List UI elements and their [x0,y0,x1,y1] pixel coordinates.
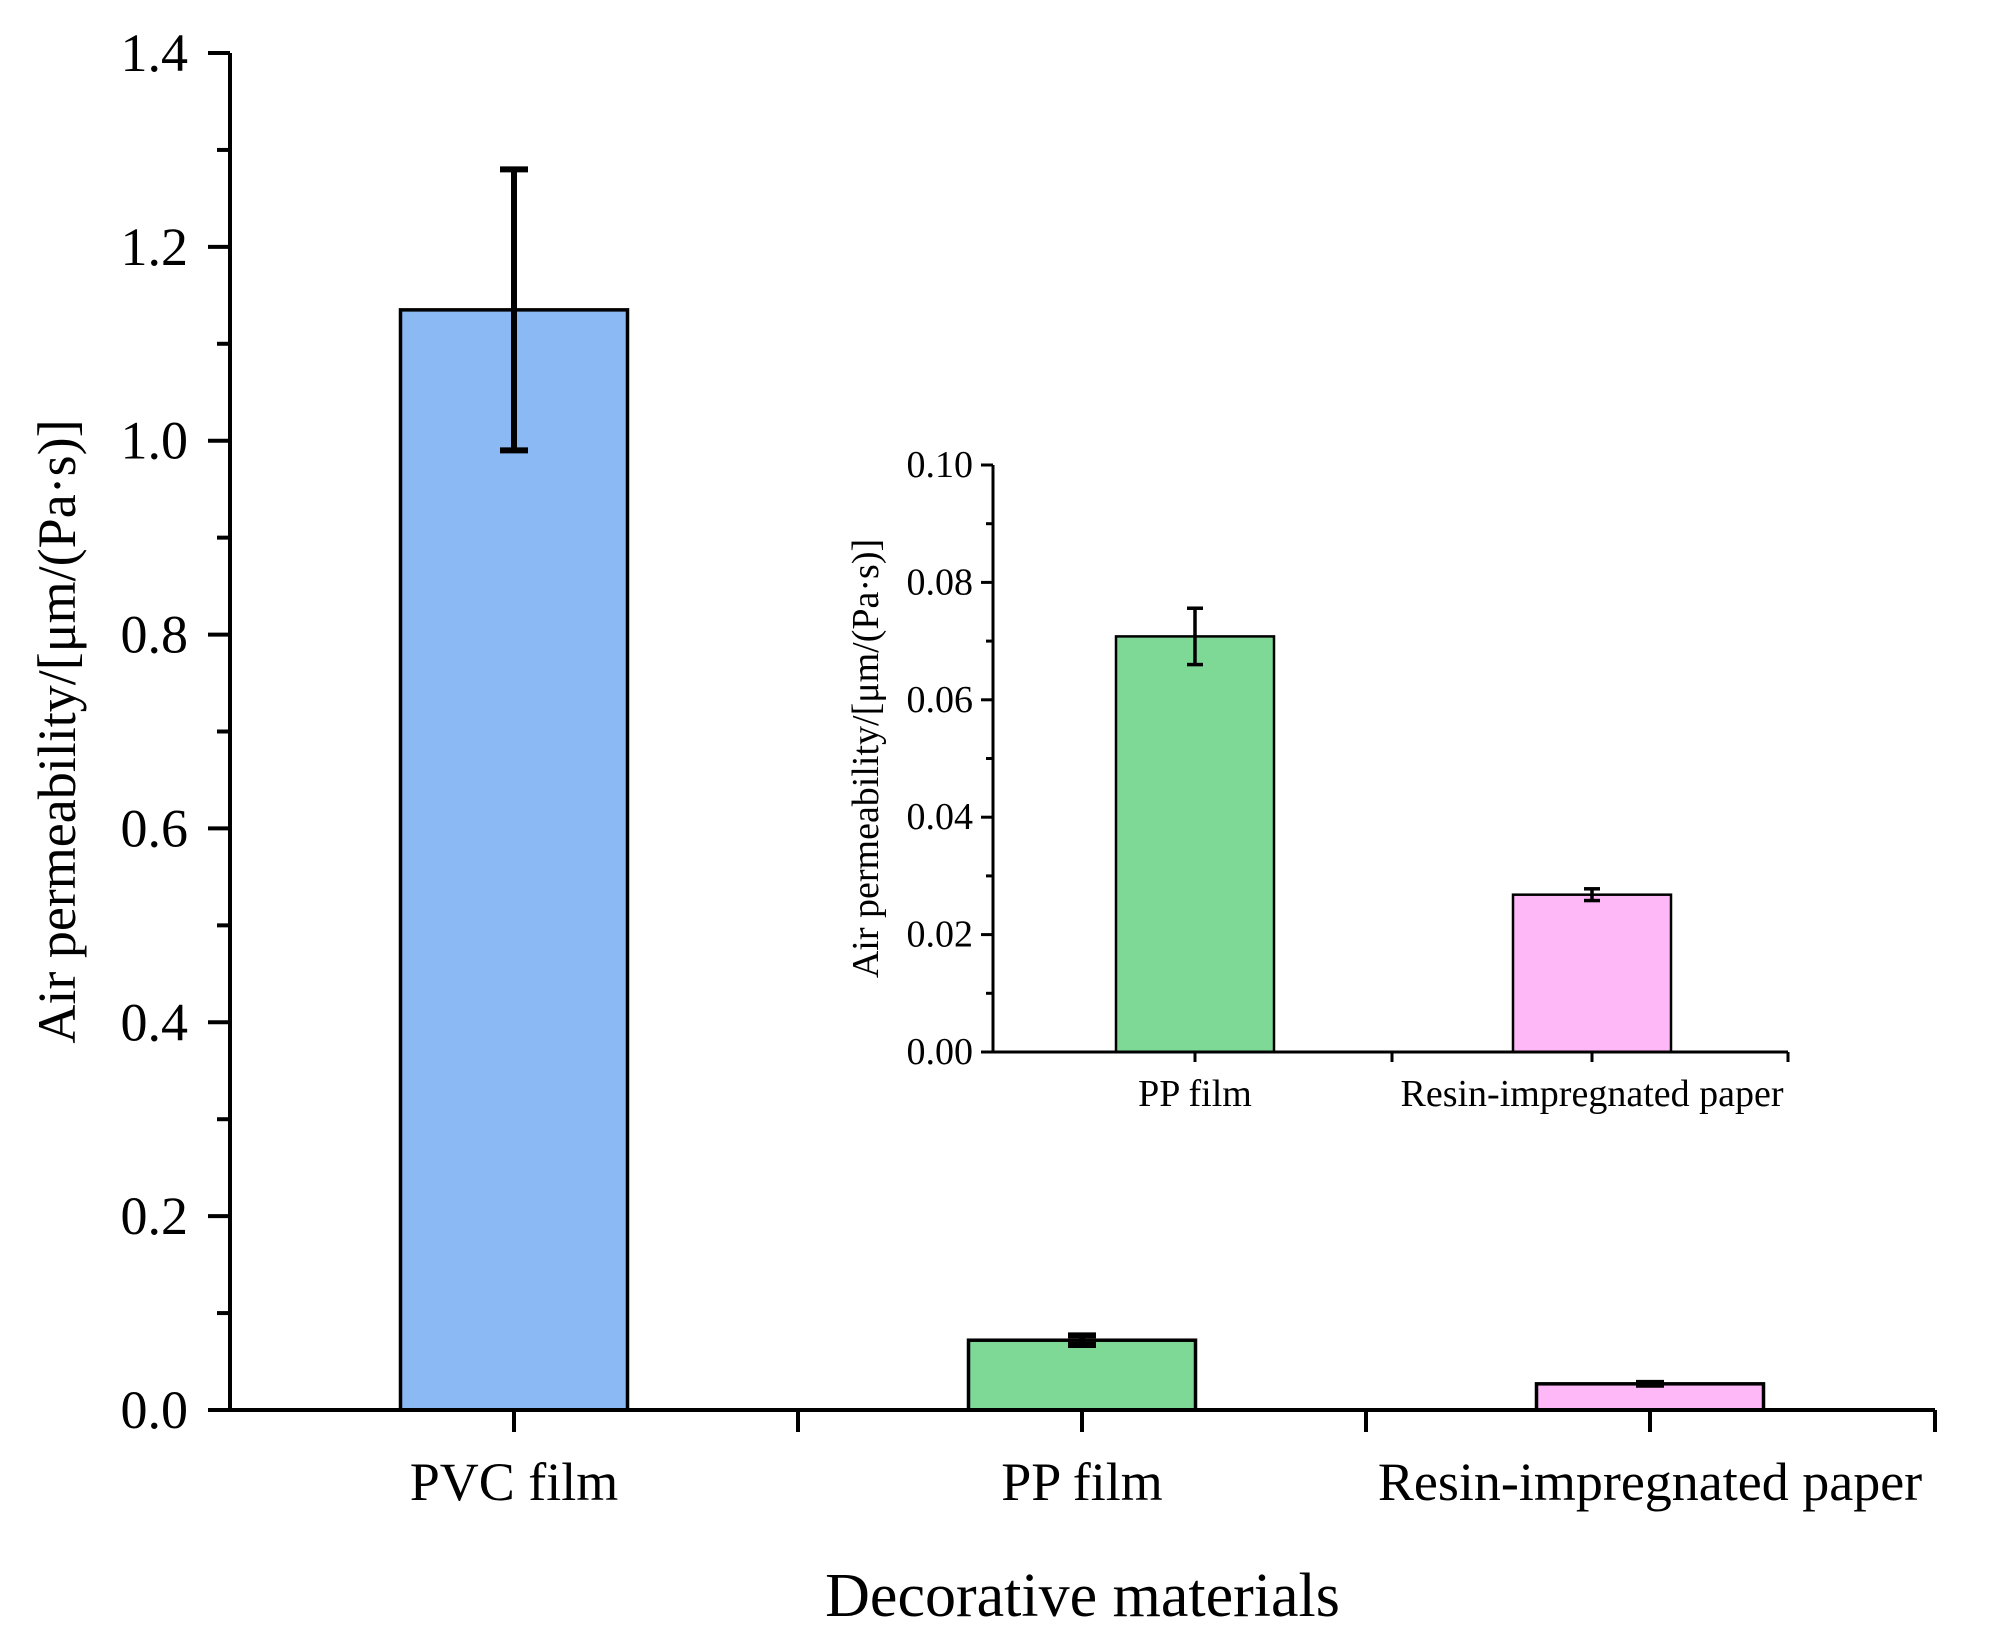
inset-x-tick-label: Resin-impregnated paper [1400,1073,1783,1115]
main-y-tick-label: 0.6 [121,798,189,858]
inset-y-tick-label: 0.00 [907,1031,974,1073]
inset-y-axis-title: Air permeability/[μm/(Pa·s)] [845,539,887,978]
inset-error-bar-2 [1584,887,1600,903]
main-error-bar-2 [1068,1332,1096,1349]
inset-error-bar-1 [1187,606,1203,667]
main-y-tick-label: 1.4 [121,23,189,83]
inset-bar-2 [1511,893,1673,1054]
main-y-tick-label: 1.2 [121,217,189,277]
inset-y-tick-label: 0.10 [907,444,974,486]
main-y-tick-label: 0.2 [121,1186,189,1246]
main-y-tick-label: 1.0 [121,411,189,471]
main-x-axis-title: Decorative materials [825,1562,1340,1630]
main-error-bar-1 [500,166,528,454]
inset-x-tick-label: PP film [1138,1073,1252,1115]
main-bar-1 [398,308,630,1412]
main-bar-2 [966,1338,1198,1412]
main-y-tick-label: 0.0 [121,1380,189,1440]
main-x-tick-label: PVC film [410,1452,619,1512]
main-y-tick-label: 0.4 [121,992,189,1052]
inset-y-tick-label: 0.02 [907,914,974,956]
inset-y-tick-label: 0.04 [907,796,974,838]
main-x-tick-label: Resin-impregnated paper [1378,1452,1922,1512]
main-x-tick-label: PP film [1001,1452,1163,1512]
main-y-tick-label: 0.8 [121,605,189,665]
inset-y-tick-label: 0.08 [907,561,974,603]
inset-bar-1 [1114,635,1276,1054]
inset-y-tick-label: 0.06 [907,679,974,721]
inset-plot: 0.00 0.02 0.04 0.06 0.08 0.10 PP film Resin-imp… [845,444,1790,1115]
main-y-axis-title: Air permeability/[μm/(Pa·s)] [27,419,87,1043]
main-error-bar-3 [1636,1379,1664,1388]
main-plot: 0.0 0.2 0.4 0.6 0.8 1.0 1.2 1.4 PVC film PP film R… [27,23,1937,1630]
